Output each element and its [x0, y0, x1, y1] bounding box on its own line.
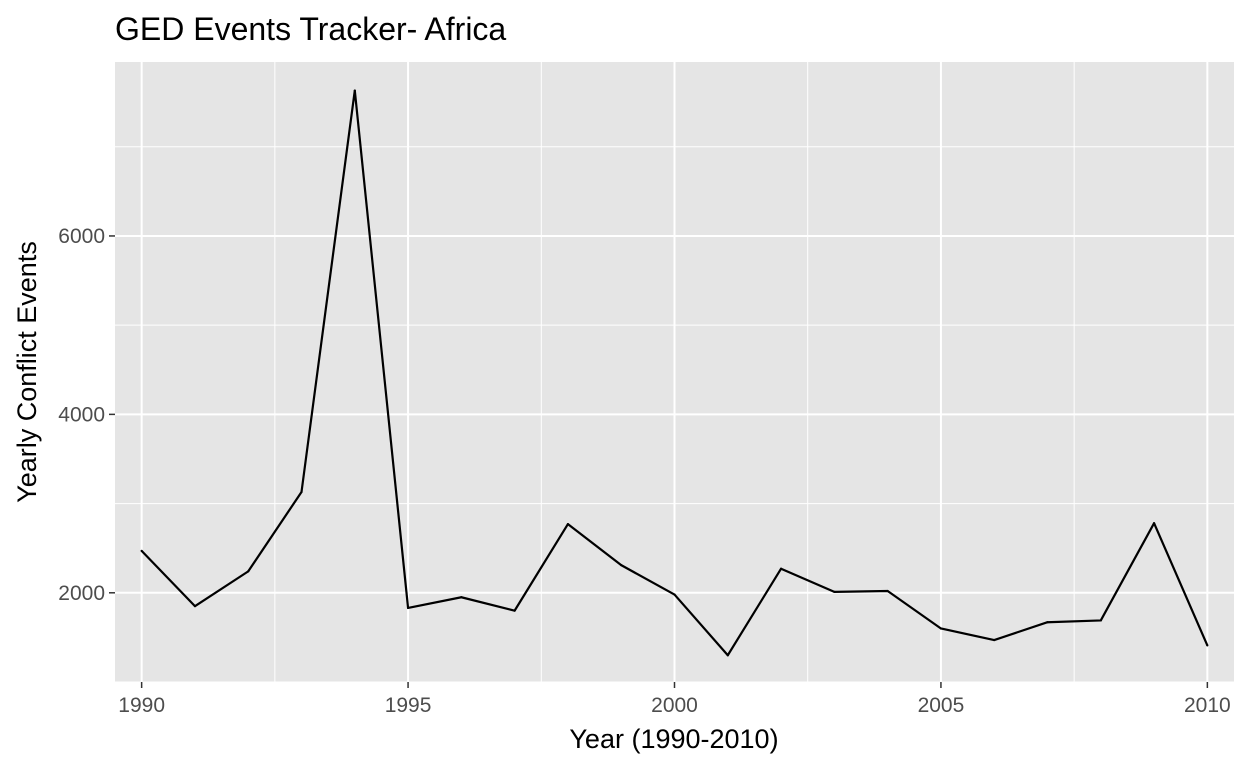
y-axis-title: Yearly Conflict Events: [12, 241, 42, 503]
data-point-2007: [1046, 621, 1049, 624]
data-point-1994: [353, 89, 356, 92]
data-point-1997: [513, 609, 516, 612]
data-point-2006: [993, 638, 996, 642]
data-point-2005: [939, 627, 943, 630]
data-point-1990: [140, 549, 143, 552]
x-tick-label: 1990: [118, 694, 165, 717]
y-tick-label: 4000: [58, 403, 105, 426]
x-tick-label: 2000: [651, 694, 698, 717]
series-points: [140, 89, 1209, 657]
x-tick-label: 2010: [1184, 694, 1231, 717]
data-point-1995: [406, 606, 410, 610]
data-point-2010: [1206, 644, 1209, 647]
chart-title: GED Events Tracker- Africa: [115, 11, 506, 47]
y-tick-label: 2000: [58, 582, 105, 605]
major-gridlines: [115, 62, 1234, 682]
data-point-1998: [566, 523, 570, 526]
data-point-2009: [1152, 522, 1156, 525]
y-axis: 2000 4000 6000: [58, 225, 115, 605]
data-point-1996: [460, 596, 463, 599]
data-point-2000: [673, 593, 676, 596]
x-axis: 1990 1995 2000 2005 2010: [118, 682, 1231, 717]
data-point-1992: [247, 570, 250, 573]
data-point-2002: [779, 567, 783, 570]
data-point-2008: [1099, 619, 1102, 622]
x-tick-label: 1995: [385, 694, 432, 717]
data-point-1993: [300, 490, 303, 494]
data-point-1999: [620, 564, 623, 567]
data-point-1991: [193, 605, 197, 608]
x-axis-title: Year (1990-2010): [569, 724, 778, 754]
data-point-2004: [886, 589, 889, 593]
y-tick-label: 6000: [58, 225, 105, 248]
data-point-2001: [726, 654, 729, 657]
x-tick-label: 2005: [918, 694, 965, 717]
data-point-2003: [833, 590, 836, 593]
